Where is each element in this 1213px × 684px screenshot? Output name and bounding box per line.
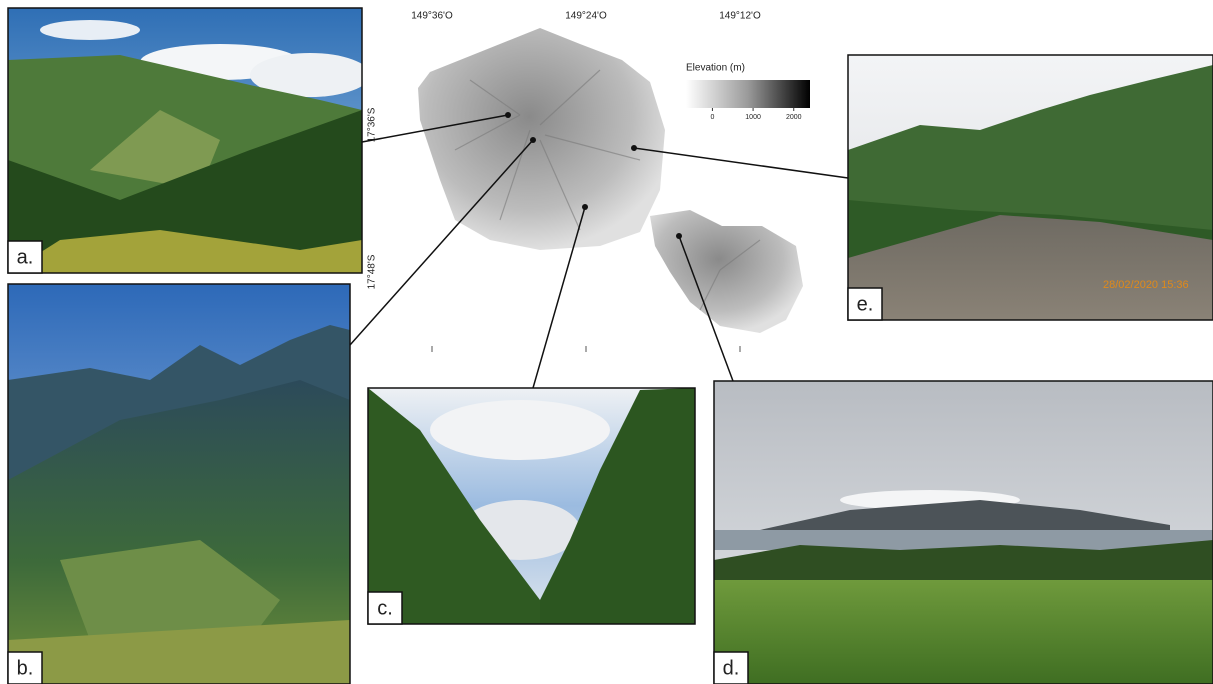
legend: Elevation (m) 0 1000 2000 <box>686 63 810 121</box>
colorbar-tick-label: 2000 <box>786 114 802 121</box>
photo-b <box>8 284 350 684</box>
latitude-label: 17°36'S <box>367 107 378 142</box>
photo-e: 28/02/2020 15:36 <box>848 55 1213 320</box>
colorbar-ticks: 0 1000 2000 <box>710 108 801 121</box>
panel-label: c. <box>377 597 393 619</box>
panel-label: a. <box>17 246 34 268</box>
legend-title: Elevation (m) <box>686 63 745 74</box>
photo-a <box>8 8 370 273</box>
longitude-label: 149°12'O <box>719 11 761 22</box>
latitude-label: 17°48'S <box>367 254 378 289</box>
colorbar <box>686 80 810 108</box>
island-main <box>418 28 665 250</box>
photo-c <box>368 388 695 624</box>
longitude-label: 149°24'O <box>565 11 607 22</box>
latitude-labels: 17°36'S 17°48'S <box>367 107 378 289</box>
photo-d <box>714 381 1213 684</box>
panel-label: e. <box>857 293 874 315</box>
longitude-label: 149°36'O <box>411 11 453 22</box>
colorbar-tick-label: 0 <box>710 114 714 121</box>
timestamp: 28/02/2020 15:36 <box>1103 279 1189 291</box>
colorbar-tick-label: 1000 <box>745 114 761 121</box>
figure: 149°36'O149°24'O149°12'O 17°36'S17°48'S … <box>0 0 1213 684</box>
island-tail <box>650 210 803 333</box>
map <box>418 28 803 333</box>
panel-label: d. <box>723 657 740 679</box>
panel-label: b. <box>17 657 34 679</box>
